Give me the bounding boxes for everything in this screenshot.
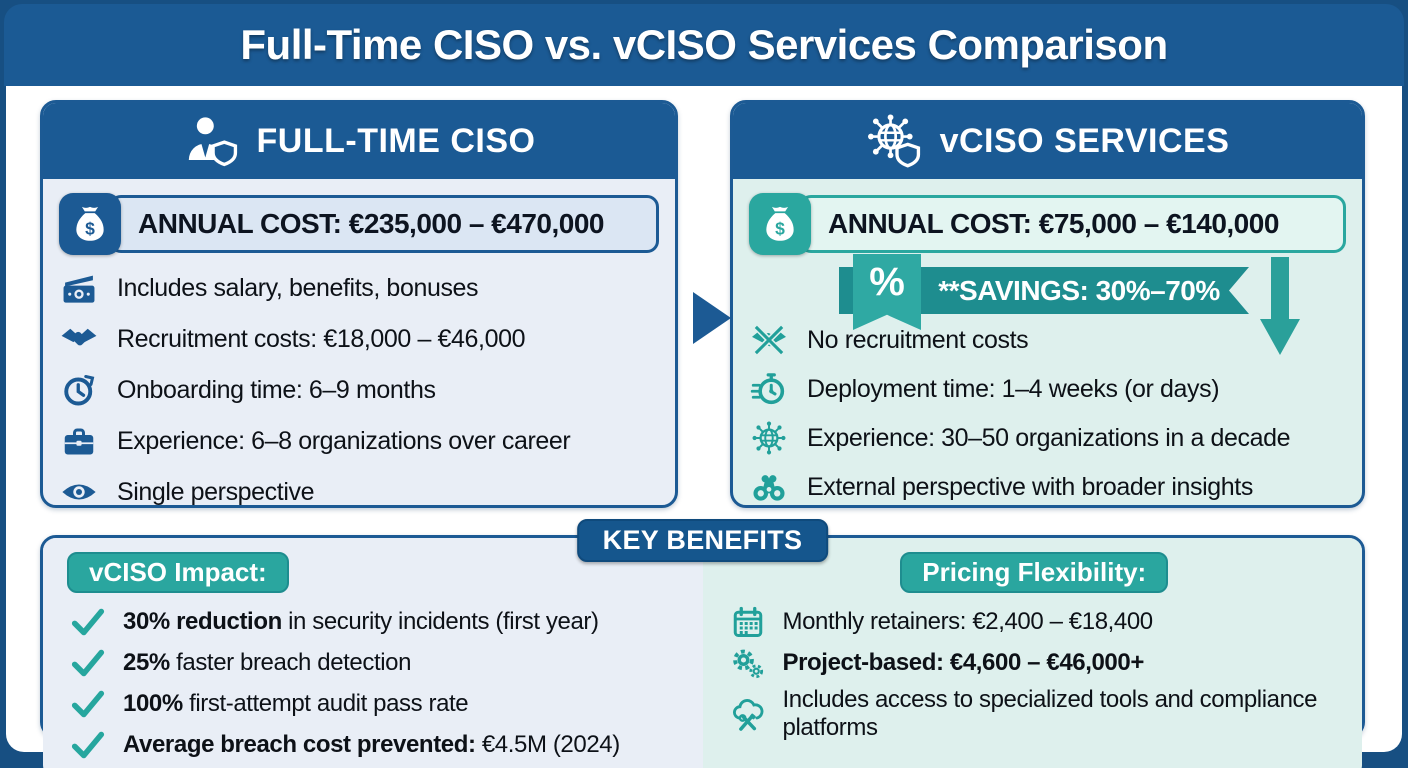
full-time-ciso-panel: FULL-TIME CISO $ ANNUAL COST: €235,000 –… [40, 100, 678, 508]
clock-icon [59, 372, 99, 408]
full-time-ciso-body: $ ANNUAL COST: €235,000 – €470,000 [43, 179, 675, 506]
annual-cost-row: $ ANNUAL COST: €235,000 – €470,000 [59, 193, 659, 255]
list-item: Onboarding time: 6–9 months [59, 369, 659, 411]
banknote-icon [59, 271, 99, 305]
vciso-services-header: vCISO SERVICES [733, 103, 1362, 179]
list-item: Includes salary, benefits, bonuses [59, 267, 659, 309]
list-item-text: Includes salary, benefits, bonuses [117, 273, 479, 302]
network-globe-icon [749, 420, 789, 456]
list-item: 25% faster breach detection [67, 645, 683, 681]
key-benefits-badge: KEY BENEFITS [576, 519, 829, 562]
svg-text:$: $ [775, 219, 785, 239]
page-title: Full-Time CISO vs. vCISO Services Compar… [240, 21, 1168, 68]
vciso-impact-title: vCISO Impact: [67, 552, 289, 593]
no-handshake-icon [749, 323, 789, 357]
panel-title: vCISO SERVICES [939, 121, 1230, 160]
list-item-text: 30% reduction in security incidents (fir… [123, 607, 599, 635]
list-item: Project-based: €4,600 – €46,000+ [727, 645, 1343, 681]
list-item: Single perspective [59, 471, 659, 506]
list-item: 100% first-attempt audit pass rate [67, 686, 683, 722]
key-benefits-panel: KEY BENEFITS vCISO Impact: 30% reduction… [40, 519, 1365, 768]
money-bag-icon: $ [749, 193, 811, 255]
briefcase-icon [59, 424, 99, 458]
vciso-services-body: $ ANNUAL COST: €75,000 – €140,000 **SAVI… [733, 179, 1362, 505]
savings-text: **SAVINGS: 30%–70% [938, 274, 1220, 306]
pricing-flexibility-list: Monthly retainers: €2,400 – €18,400 [727, 604, 1343, 743]
list-item-text: Experience: 6–8 organizations over caree… [117, 426, 571, 455]
list-item-text: External perspective with broader insigh… [807, 472, 1253, 501]
list-item-text: Onboarding time: 6–9 months [117, 375, 436, 404]
binoculars-icon [749, 471, 789, 503]
list-item-text: 25% faster breach detection [123, 648, 412, 676]
money-bag-icon: $ [59, 193, 121, 255]
comparison-arrow-icon [693, 292, 731, 344]
check-icon [67, 649, 109, 677]
svg-text:$: $ [85, 219, 95, 239]
annual-cost-row: $ ANNUAL COST: €75,000 – €140,000 [749, 193, 1346, 255]
list-item: Includes access to specialized tools and… [727, 686, 1343, 743]
eye-icon [59, 478, 99, 505]
savings-down-arrow-icon [1260, 257, 1300, 355]
check-icon [67, 690, 109, 718]
list-item: Deployment time: 1–4 weeks (or days) [749, 368, 1346, 410]
network-shield-icon [867, 114, 920, 168]
pricing-flexibility-title: Pricing Flexibility: [900, 552, 1169, 593]
list-item-text: Experience: 30–50 organizations in a dec… [807, 423, 1291, 452]
cloud-tools-icon [727, 695, 769, 733]
calendar-icon [727, 605, 769, 639]
list-item: Experience: 6–8 organizations over caree… [59, 420, 659, 462]
title-bar: Full-Time CISO vs. vCISO Services Compar… [4, 4, 1404, 86]
list-item-text: Recruitment costs: €18,000 – €46,000 [117, 324, 526, 353]
vciso-impact-list: 30% reduction in security incidents (fir… [67, 604, 683, 763]
list-item-text: Deployment time: 1–4 weeks (or days) [807, 374, 1220, 403]
list-item: 30% reduction in security incidents (fir… [67, 604, 683, 640]
vciso-feature-list: No recruitment costs Depl [749, 319, 1346, 505]
list-item: Experience: 30–50 organizations in a dec… [749, 417, 1346, 459]
vciso-services-panel: vCISO SERVICES $ ANNUAL COST: €75,000 – … [730, 100, 1365, 508]
pricing-flexibility-column: Pricing Flexibility: [702, 538, 1362, 768]
list-item-text: Project-based: €4,600 – €46,000+ [782, 648, 1145, 676]
check-icon [67, 608, 109, 636]
content-area: FULL-TIME CISO $ ANNUAL COST: €235,000 –… [6, 86, 1402, 768]
list-item: No recruitment costs [749, 319, 1346, 361]
list-item-text: Includes access to specialized tools and… [782, 686, 1318, 742]
annual-cost-value: ANNUAL COST: €75,000 – €140,000 [799, 195, 1346, 253]
full-time-ciso-header: FULL-TIME CISO [43, 103, 675, 179]
check-icon [67, 731, 109, 759]
handshake-icon [59, 323, 99, 355]
annual-cost-value: ANNUAL COST: €235,000 – €470,000 [109, 195, 659, 253]
list-item: Monthly retainers: €2,400 – €18,400 [727, 604, 1343, 640]
list-item: External perspective with broader insigh… [749, 466, 1346, 505]
list-item-text: Monthly retainers: €2,400 – €18,400 [782, 607, 1154, 635]
list-item-text: 100% first-attempt audit pass rate [123, 689, 469, 717]
list-item-text: Average breach cost prevented: €4.5M (20… [123, 730, 620, 758]
full-time-ciso-feature-list: Includes salary, benefits, bonuses Recru… [59, 267, 659, 506]
list-item: Recruitment costs: €18,000 – €46,000 [59, 318, 659, 360]
vciso-impact-column: vCISO Impact: 30% reduction in security … [43, 538, 703, 768]
panel-title: FULL-TIME CISO [256, 121, 536, 160]
list-item-text: No recruitment costs [807, 325, 1029, 354]
list-item: Average breach cost prevented: €4.5M (20… [67, 727, 683, 763]
gears-icon [727, 646, 769, 680]
stopwatch-icon [749, 371, 789, 407]
list-item-text: Single perspective [117, 477, 315, 506]
person-shield-icon [188, 117, 237, 167]
